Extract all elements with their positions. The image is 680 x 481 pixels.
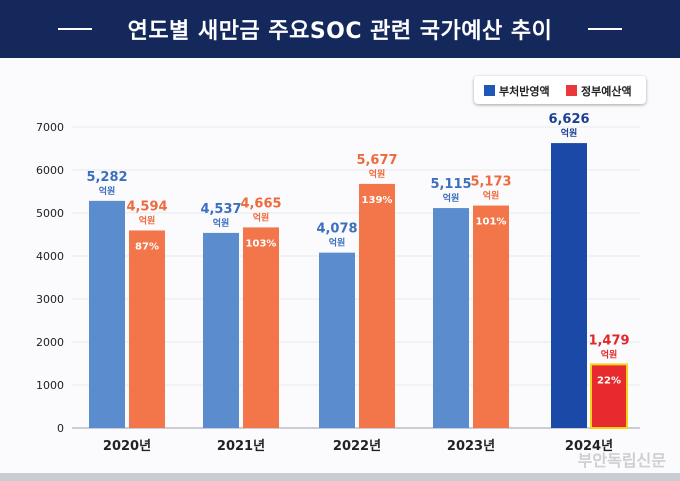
bar (590, 363, 628, 430)
y-tick-label: 3000 (36, 293, 64, 306)
chart-title: 연도별 새만금 주요SOC 관련 국가예산 추이 (127, 19, 553, 44)
data-label: 5,173 (470, 175, 511, 190)
ratio-label: 103% (246, 238, 277, 249)
unit-label: 억원 (99, 185, 116, 197)
unit-label: 억원 (443, 192, 460, 204)
y-tick-label: 5000 (36, 207, 64, 220)
data-label: 4,594 (126, 199, 167, 214)
data-label: 1,479 (588, 333, 629, 348)
unit-label: 억원 (329, 237, 346, 249)
bar (433, 208, 469, 428)
legend-item-gov: 정부예산액 (566, 83, 632, 99)
ratio-label: 87% (135, 241, 159, 252)
bar (243, 227, 279, 428)
data-label: 4,537 (200, 202, 241, 217)
y-tick-label: 6000 (36, 164, 64, 177)
x-tick-label: 2023년 (447, 439, 495, 454)
unit-label: 억원 (561, 127, 578, 139)
y-tick-label: 4000 (36, 250, 64, 263)
data-label: 6,626 (548, 112, 589, 127)
unit-label: 억원 (483, 190, 500, 202)
legend-label-dept: 부처반영액 (499, 85, 550, 98)
ratio-label: 101% (476, 217, 507, 228)
legend-swatch-dept (484, 85, 495, 96)
y-tick-label: 1000 (36, 379, 64, 392)
bar (89, 200, 125, 428)
x-tick-label: 2022년 (333, 439, 381, 454)
legend-label-gov: 정부예산액 (581, 85, 632, 98)
title-banner: 연도별 새만금 주요SOC 관련 국가예산 추이 (0, 0, 680, 58)
y-tick-label: 0 (57, 422, 64, 435)
data-label: 4,665 (240, 196, 281, 211)
y-tick-label: 2000 (36, 336, 64, 349)
unit-label: 억원 (253, 211, 270, 223)
unit-label: 억원 (213, 217, 230, 229)
x-tick-label: 2024년 (565, 439, 613, 454)
bar (203, 232, 239, 428)
bar (319, 252, 355, 428)
legend-item-dept: 부처반영액 (484, 83, 550, 99)
unit-label: 억원 (601, 348, 618, 360)
data-label: 5,677 (356, 153, 397, 168)
data-label: 4,078 (316, 222, 357, 237)
watermark: 부안독립신문 (577, 451, 666, 470)
title-rule-left (58, 28, 92, 30)
unit-label: 억원 (139, 214, 156, 226)
ratio-label: 22% (597, 375, 621, 386)
title-rule-right (588, 28, 622, 30)
bar (473, 205, 509, 428)
unit-label: 억원 (369, 168, 386, 180)
bar (551, 143, 587, 428)
legend-swatch-gov (566, 85, 577, 96)
y-tick-label: 7000 (36, 121, 64, 134)
legend: 부처반영액 정부예산액 (474, 76, 646, 104)
bottom-strip (0, 473, 680, 481)
ratio-label: 139% (362, 195, 393, 206)
x-tick-label: 2021년 (217, 439, 265, 454)
bar (359, 183, 395, 428)
x-tick-label: 2020년 (103, 439, 151, 454)
data-label: 5,115 (430, 177, 471, 192)
data-label: 5,282 (86, 170, 127, 185)
bar (129, 230, 165, 428)
